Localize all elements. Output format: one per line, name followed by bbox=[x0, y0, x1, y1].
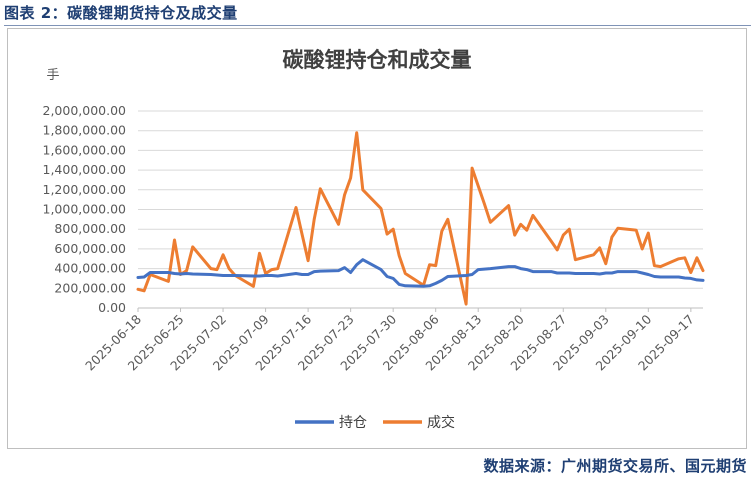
y-tick-label: 800,000.00 bbox=[54, 221, 126, 236]
source-note: 数据来源：广州期货交易所、国元期货 bbox=[483, 457, 747, 475]
y-axis-unit-label: 手 bbox=[46, 68, 59, 83]
gridlines bbox=[138, 110, 703, 309]
holdings-series-line bbox=[136, 258, 705, 288]
legend-label-volume: 成交 bbox=[427, 414, 455, 431]
y-tick-label: 200,000.00 bbox=[54, 280, 126, 295]
legend-label-holdings: 持仓 bbox=[339, 415, 367, 431]
chart-title: 碳酸锂持仓和成交量 bbox=[283, 48, 472, 72]
y-tick-label: 400,000.00 bbox=[54, 261, 126, 276]
series-lines bbox=[136, 131, 705, 306]
lithium-carbonate-chart: 碳酸锂持仓和成交量 手 0.00 200,000.00 400,000.00 600,… bbox=[43, 48, 705, 431]
y-tick-label: 1,400,000.00 bbox=[43, 162, 127, 177]
y-tick-label: 1,200,000.00 bbox=[43, 182, 127, 197]
y-tick-label: 1,000,000.00 bbox=[43, 202, 127, 217]
y-tick-label: 0.00 bbox=[98, 300, 126, 315]
y-tick-label: 2,000,000.00 bbox=[43, 103, 127, 118]
figure-caption: 图表 2：碳酸锂期货持仓及成交量 bbox=[4, 4, 238, 22]
caption-divider bbox=[4, 25, 751, 26]
x-axis-ticks: 2025-06-182025-06-252025-07-022025-07-09… bbox=[82, 308, 697, 373]
y-tick-label: 1,600,000.00 bbox=[43, 142, 127, 157]
y-tick-label: 600,000.00 bbox=[54, 241, 126, 256]
y-axis-ticks: 0.00 200,000.00 400,000.00 600,000.00 800,00… bbox=[43, 103, 127, 315]
chart-frame: 碳酸锂持仓和成交量 手 0.00 200,000.00 400,000.00 600,… bbox=[7, 28, 747, 449]
legend: 持仓 成交 bbox=[295, 414, 455, 431]
y-tick-label: 1,800,000.00 bbox=[43, 123, 127, 138]
volume-series-line bbox=[136, 131, 705, 306]
